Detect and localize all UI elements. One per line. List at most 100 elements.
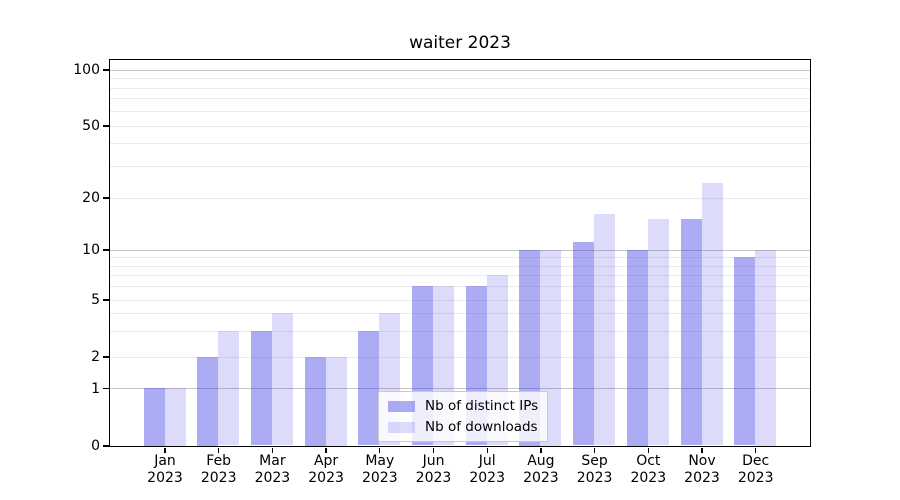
gridline-minor-4 [109, 313, 810, 315]
x-tick-label-oct-2023: Oct 2023 [616, 453, 680, 487]
x-tick-mark-jun-2023 [432, 448, 435, 453]
bar-nb-of-downloads-apr-2023 [325, 356, 347, 446]
x-tick-label-mar-2023: Mar 2023 [240, 453, 304, 487]
x-label-month: Jun [422, 453, 445, 469]
x-label-year: 2023 [576, 470, 613, 486]
y-tick-label-20: 20 [82, 190, 100, 206]
legend-row-nb-of-downloads: Nb of downloads [388, 418, 538, 436]
chart-title: waiter 2023 [409, 33, 511, 53]
x-tick-mark-jan-2023 [164, 448, 166, 453]
y-tick-label-100: 100 [73, 62, 100, 78]
x-label-month: Sep [581, 453, 608, 469]
bar-nb-of-downloads-sep-2023 [594, 214, 616, 446]
x-label-month: Oct [636, 453, 661, 469]
bar-nb-of-distinct-ips-mar-2023 [250, 331, 272, 446]
bar-nb-of-distinct-ips-feb-2023 [197, 356, 219, 446]
x-label-year: 2023 [737, 470, 774, 486]
bar-nb-of-downloads-jan-2023 [164, 388, 186, 446]
y-tick-mark-2 [103, 356, 109, 358]
x-tick-mark-sep-2023 [593, 448, 596, 453]
y-tick-mark-50 [103, 125, 109, 127]
x-tick-label-nov-2023: Nov 2023 [670, 453, 734, 487]
legend-label-nb-of-distinct-ips: Nb of distinct IPs [425, 398, 539, 414]
x-label-month: Feb [206, 453, 232, 469]
gridline-minor-70 [109, 98, 810, 100]
x-tick-mark-oct-2023 [647, 448, 649, 453]
x-label-year: 2023 [254, 470, 291, 486]
x-tick-mark-jul-2023 [486, 448, 488, 453]
gridline-minor-5 [109, 299, 810, 301]
gridline-major-10 [109, 249, 810, 251]
x-tick-mark-feb-2023 [218, 448, 220, 453]
x-label-month: Jul [478, 453, 496, 469]
x-tick-label-may-2023: May 2023 [348, 453, 412, 487]
gridline-minor-9 [109, 257, 810, 259]
legend-row-nb-of-distinct-ips: Nb of distinct IPs [388, 397, 538, 415]
gridline-minor-90 [109, 78, 810, 79]
x-label-year: 2023 [361, 470, 398, 486]
gridline-minor-50 [109, 125, 810, 127]
x-tick-label-apr-2023: Apr 2023 [294, 453, 358, 487]
x-label-year: 2023 [630, 470, 667, 486]
gridline-major-100 [109, 69, 810, 71]
y-tick-mark-20 [103, 197, 109, 199]
x-label-year: 2023 [469, 470, 505, 486]
x-label-year: 2023 [147, 470, 183, 486]
x-label-year: 2023 [415, 470, 452, 486]
gridline-minor-7 [109, 275, 810, 277]
bar-nb-of-distinct-ips-apr-2023 [304, 356, 326, 446]
legend-swatch-nb-of-downloads [388, 421, 415, 433]
x-tick-label-jun-2023: Jun 2023 [402, 453, 466, 487]
bar-nb-of-downloads-feb-2023 [218, 331, 240, 446]
gridline-minor-60 [109, 110, 810, 112]
x-label-month: May [365, 453, 395, 469]
y-tick-label-10: 10 [82, 242, 100, 258]
bar-nb-of-distinct-ips-oct-2023 [626, 249, 648, 446]
y-tick-mark-100 [103, 69, 109, 71]
y-tick-label-2: 2 [91, 349, 100, 365]
x-label-year: 2023 [523, 470, 559, 486]
bar-nb-of-distinct-ips-dec-2023 [734, 257, 756, 446]
x-tick-mark-apr-2023 [325, 448, 327, 453]
gridline-minor-30 [109, 165, 810, 167]
x-label-month: Nov [688, 453, 716, 469]
y-tick-label-0: 0 [91, 438, 100, 454]
gridline-minor-40 [109, 143, 810, 145]
y-tick-mark-0 [103, 445, 109, 447]
x-label-month: Apr [313, 453, 339, 469]
x-label-month: Dec [742, 453, 770, 469]
bar-nb-of-distinct-ips-jan-2023 [143, 388, 165, 446]
x-label-month: Aug [527, 453, 555, 469]
bar-nb-of-distinct-ips-nov-2023 [680, 219, 702, 446]
x-tick-mark-nov-2023 [701, 448, 703, 453]
y-tick-label-5: 5 [91, 292, 100, 308]
x-label-year: 2023 [308, 470, 344, 486]
x-tick-mark-may-2023 [379, 448, 381, 453]
x-label-month: Jan [154, 453, 176, 469]
legend-label-nb-of-downloads: Nb of downloads [425, 419, 538, 435]
x-label-year: 2023 [684, 470, 720, 486]
bar-nb-of-downloads-mar-2023 [271, 313, 293, 446]
bar-nb-of-distinct-ips-sep-2023 [573, 242, 595, 446]
bar-nb-of-downloads-nov-2023 [701, 183, 723, 446]
x-tick-label-jul-2023: Jul 2023 [455, 453, 519, 487]
gridline-minor-20 [109, 197, 810, 199]
y-tick-mark-1 [103, 387, 109, 390]
gridline-minor-8 [109, 265, 810, 267]
x-tick-mark-dec-2023 [755, 448, 757, 453]
bar-nb-of-distinct-ips-may-2023 [358, 331, 380, 446]
x-tick-label-sep-2023: Sep 2023 [563, 453, 627, 487]
y-tick-mark-5 [103, 299, 109, 301]
y-tick-mark-10 [103, 249, 109, 251]
x-tick-mark-mar-2023 [271, 448, 274, 453]
x-label-month: Mar [259, 453, 286, 469]
gridline-minor-6 [109, 286, 810, 288]
legend-swatch-nb-of-distinct-ips [388, 400, 415, 412]
gridline-minor-3 [109, 331, 810, 333]
y-tick-label-50: 50 [82, 118, 100, 134]
bar-nb-of-downloads-dec-2023 [755, 249, 777, 446]
plot-area [108, 58, 811, 447]
gridline-minor-2 [109, 356, 810, 358]
y-tick-label-1: 1 [91, 380, 100, 397]
